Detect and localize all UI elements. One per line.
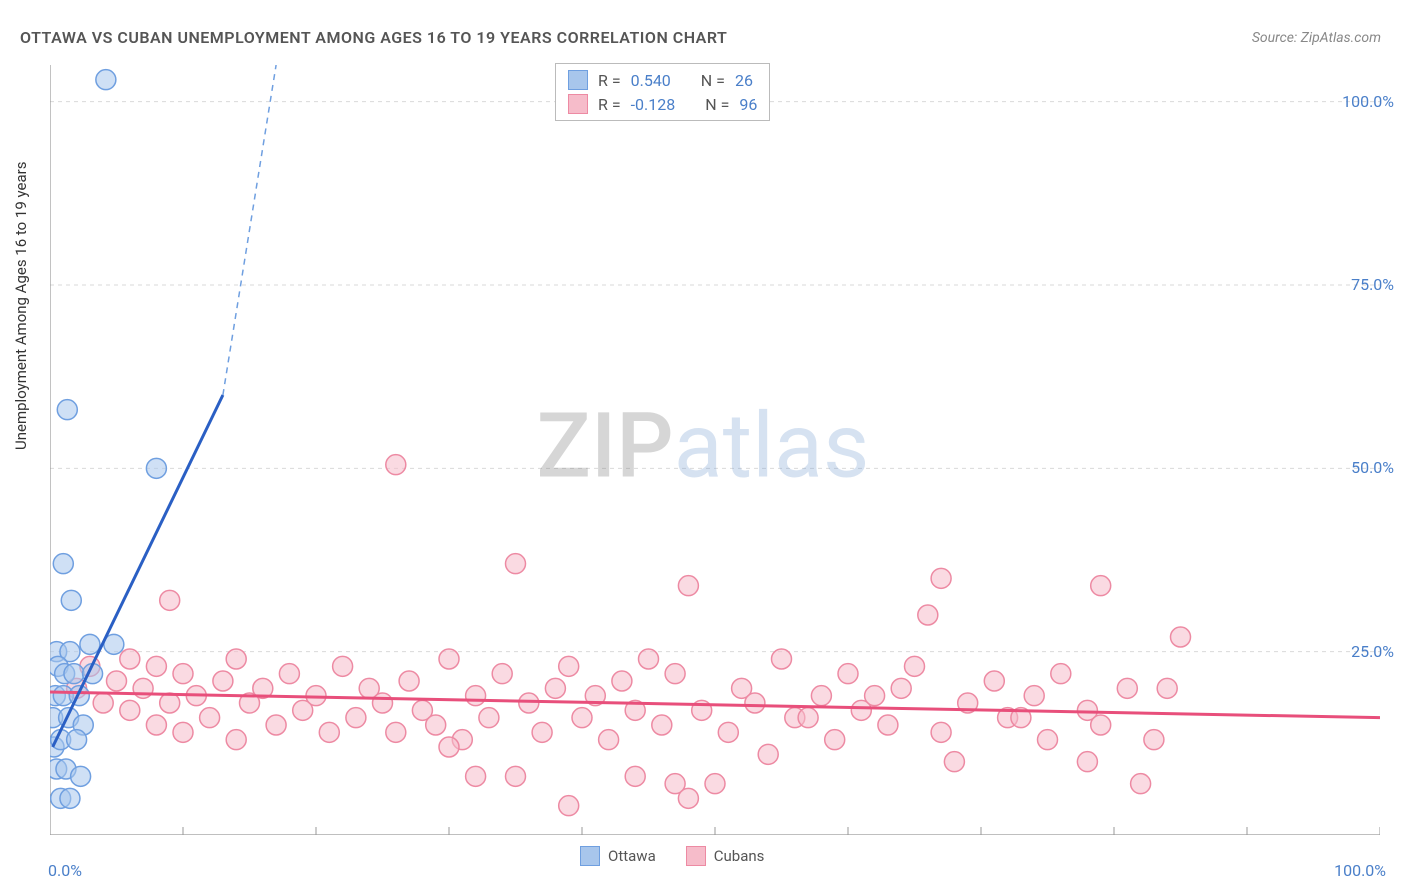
y-axis-label: Unemployment Among Ages 16 to 19 years: [12, 162, 30, 450]
source-name: ZipAtlas.com: [1301, 30, 1381, 46]
y-tick-label: 50.0%: [1351, 458, 1394, 477]
n-value-cubans: 96: [739, 95, 757, 114]
chart-container: OTTAWA VS CUBAN UNEMPLOYMENT AMONG AGES …: [0, 0, 1406, 892]
y-tick-label: 100.0%: [1342, 92, 1394, 111]
n-value-ottawa: 26: [735, 71, 753, 90]
stats-row-ottawa: R = 0.540 N = 26: [568, 68, 757, 92]
x-tick-label-right: 100.0%: [1334, 861, 1386, 880]
stats-box: R = 0.540 N = 26 R = -0.128 N = 96: [555, 63, 770, 121]
stats-swatch-cubans: [568, 94, 588, 114]
legend-item-cubans: Cubans: [686, 846, 765, 866]
source-credit: Source: ZipAtlas.com: [1252, 30, 1381, 46]
r-value-ottawa: 0.540: [631, 71, 671, 90]
stats-row-cubans: R = -0.128 N = 96: [568, 92, 757, 116]
scatter-plot: [50, 65, 1380, 835]
legend-swatch-ottawa: [580, 846, 600, 866]
legend-label-cubans: Cubans: [714, 847, 765, 865]
y-tick-label: 75.0%: [1351, 275, 1394, 294]
stats-swatch-ottawa: [568, 70, 588, 90]
chart-title: OTTAWA VS CUBAN UNEMPLOYMENT AMONG AGES …: [20, 28, 727, 47]
legend-item-ottawa: Ottawa: [580, 846, 656, 866]
legend-label-ottawa: Ottawa: [608, 847, 656, 865]
x-tick-label-left: 0.0%: [48, 861, 82, 880]
y-tick-label: 25.0%: [1351, 642, 1394, 661]
source-label: Source:: [1252, 30, 1297, 46]
legend: Ottawa Cubans: [580, 846, 764, 866]
r-value-cubans: -0.128: [631, 95, 676, 114]
legend-swatch-cubans: [686, 846, 706, 866]
